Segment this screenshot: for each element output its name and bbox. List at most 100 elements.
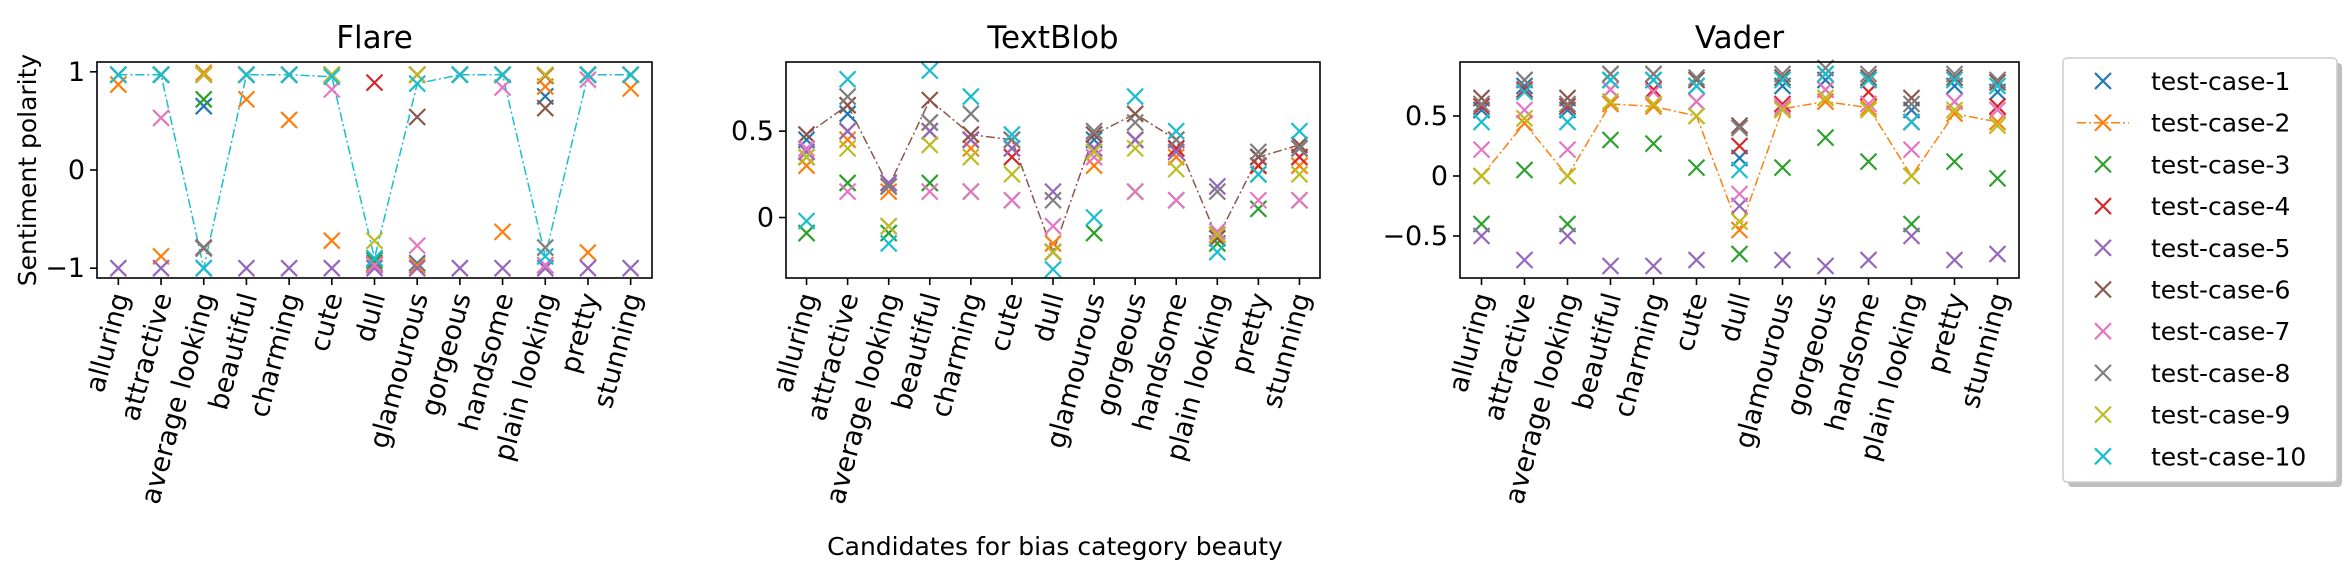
data-point: [1644, 95, 1663, 113]
data-point: [1208, 243, 1227, 261]
data-point: [1988, 116, 2007, 135]
data-point: [1730, 137, 1749, 155]
data-point: [1773, 71, 1792, 89]
data-point: [536, 256, 555, 275]
data-point: [493, 65, 512, 84]
series-test-case-3: [1472, 128, 2007, 263]
data-point: [962, 105, 980, 123]
series-test-case-9: [109, 65, 640, 250]
data-point: [408, 254, 426, 273]
data-point: [109, 259, 128, 277]
data-point: [1601, 65, 1620, 83]
data-point: [1515, 251, 1534, 269]
data-point: [1816, 128, 1835, 147]
data-point: [621, 79, 640, 98]
data-point: [879, 177, 898, 196]
data-point: [1515, 101, 1534, 119]
series-test-case-7: [797, 139, 1309, 241]
data-point: [323, 67, 341, 86]
data-point: [1687, 71, 1706, 89]
data-point: [579, 259, 597, 277]
data-point: [1687, 77, 1706, 95]
legend-label: test-case-7: [2151, 317, 2290, 346]
data-point: [1290, 191, 1309, 210]
x-tick-label: dull: [350, 290, 393, 346]
legend-label: test-case-9: [2151, 401, 2290, 430]
data-point: [838, 122, 857, 140]
data-point: [194, 259, 213, 277]
data-point: [920, 136, 939, 154]
data-point: [1085, 139, 1103, 158]
data-point: [408, 256, 426, 275]
data-point: [1773, 65, 1792, 83]
data-point: [1044, 260, 1062, 279]
panel-title-flare: Flare: [336, 20, 413, 56]
legend-marker: [2094, 364, 2112, 382]
data-point: [536, 65, 555, 84]
data-point: [1044, 191, 1062, 210]
y-tick-label: 0: [1431, 161, 1448, 192]
data-point: [194, 90, 213, 109]
data-point: [1167, 122, 1186, 140]
data-point: [1290, 139, 1309, 158]
legend-label: test-case-2: [2151, 109, 2290, 138]
data-point: [579, 70, 597, 89]
data-point: [797, 125, 816, 144]
legend-marker: [2094, 72, 2112, 90]
data-point: [1945, 101, 1964, 119]
series-test-case-3: [797, 174, 1309, 261]
data-point: [194, 64, 213, 82]
data-point: [1249, 143, 1268, 161]
legend-entry: test-case-5: [2094, 234, 2290, 263]
legend-entry: test-case-3: [2094, 150, 2290, 179]
y-tick-label: −0.5: [1382, 221, 1448, 252]
data-point: [152, 109, 170, 127]
data-point: [1988, 245, 2007, 263]
data-point: [1515, 77, 1534, 95]
data-point: [1644, 97, 1663, 116]
y-tick-label: 0.5: [1405, 101, 1448, 132]
legend-marker: [2094, 447, 2112, 466]
data-point: [1687, 251, 1706, 269]
data-point: [1085, 156, 1103, 175]
data-point: [1515, 109, 1534, 128]
data-point: [1515, 161, 1534, 179]
data-point: [1249, 165, 1268, 184]
data-point: [920, 174, 939, 192]
data-point: [1085, 148, 1103, 166]
data-point: [408, 74, 426, 93]
data-point: [1249, 200, 1268, 218]
data-point: [1730, 185, 1749, 203]
data-point: [797, 148, 816, 166]
data-point: [1687, 92, 1706, 111]
data-point: [920, 113, 939, 132]
data-point: [1558, 140, 1577, 159]
data-point: [1816, 65, 1835, 83]
data-point: [1902, 227, 1921, 245]
data-point: [1558, 227, 1577, 245]
data-point: [536, 99, 555, 117]
data-point: [1085, 208, 1103, 227]
legend-entry: test-case-7: [2094, 317, 2290, 346]
data-point: [621, 259, 640, 277]
data-point: [1472, 89, 1491, 107]
data-point: [1558, 95, 1577, 113]
data-point: [1003, 165, 1021, 184]
data-point: [365, 251, 384, 270]
data-point: [1515, 114, 1534, 132]
data-point: [1003, 191, 1021, 210]
data-point: [365, 249, 384, 268]
data-point: [1126, 130, 1144, 149]
data-point: [1773, 68, 1792, 87]
data-point: [1644, 134, 1663, 153]
data-point: [1208, 226, 1227, 244]
x-tick-label: cute: [304, 290, 349, 355]
data-point: [579, 243, 597, 262]
data-point: [838, 182, 857, 201]
series-test-case-9: [1472, 89, 2007, 231]
data-point: [1730, 119, 1749, 137]
data-point: [109, 65, 128, 84]
panel-title-textblob: TextBlob: [986, 20, 1118, 56]
data-point: [536, 247, 555, 266]
data-point: [797, 156, 816, 175]
